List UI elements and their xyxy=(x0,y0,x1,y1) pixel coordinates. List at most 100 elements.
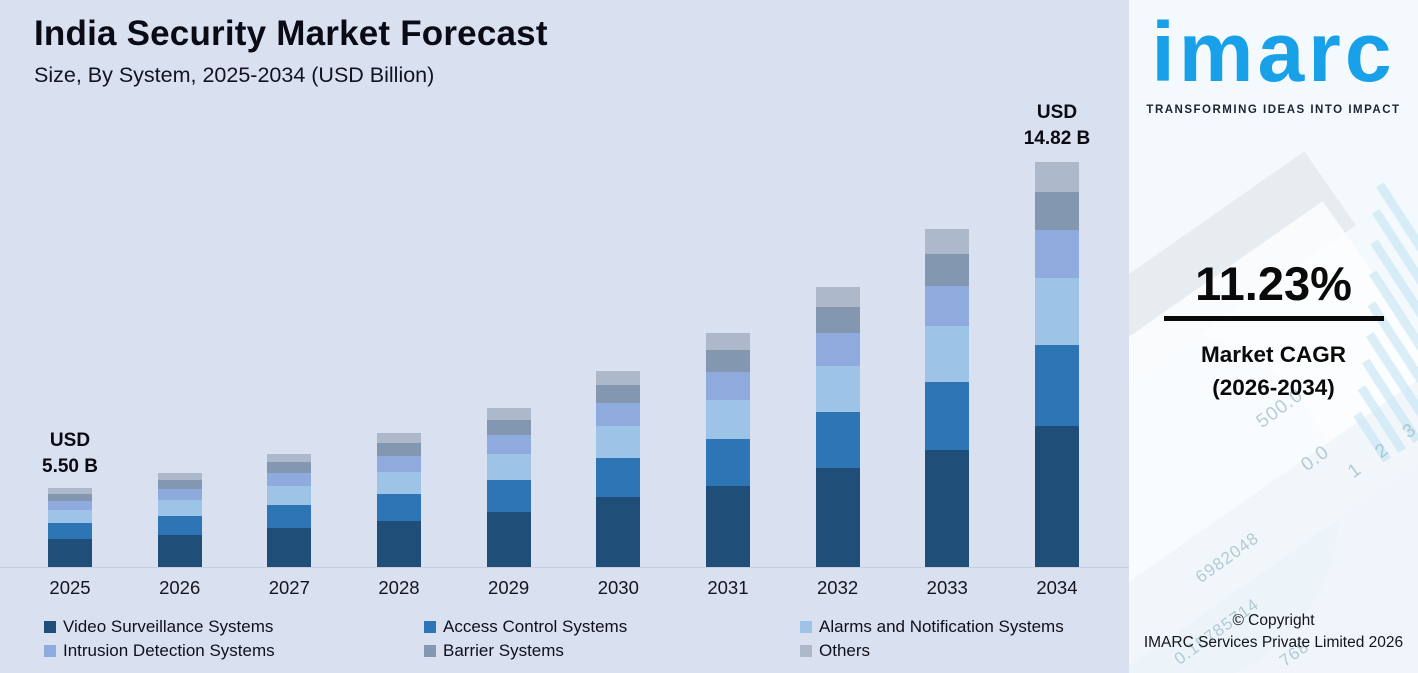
segment-intrusion-detection-systems-2029 xyxy=(486,435,531,454)
legend-item-access-control-systems: Access Control Systems xyxy=(424,617,800,637)
legend-swatch-barrier-systems xyxy=(424,645,436,657)
bar-2028 xyxy=(376,433,421,567)
segment-others-2032 xyxy=(815,287,860,307)
segment-video-surveillance-systems-2026 xyxy=(157,535,202,567)
value-label-2025-line2: 5.50 B xyxy=(42,456,98,477)
segment-video-surveillance-systems-2034 xyxy=(1034,426,1079,567)
segment-access-control-systems-2031 xyxy=(705,439,750,486)
x-axis-line xyxy=(0,567,1129,568)
segment-alarms-and-notification-systems-2029 xyxy=(486,454,531,480)
legend-item-others: Others xyxy=(800,641,1064,661)
value-label-2034-line2: 14.82 B xyxy=(1023,128,1091,149)
value-label-2025-line1: USD xyxy=(49,430,91,451)
page-subtitle: Size, By System, 2025-2034 (USD Billion) xyxy=(34,63,435,87)
cagr-label: Market CAGR (2026-2034) xyxy=(1129,338,1418,404)
x-tick-2031: 2031 xyxy=(707,577,749,598)
segment-others-2030 xyxy=(596,371,641,385)
legend-label: Video Surveillance Systems xyxy=(63,617,274,636)
plot-bars xyxy=(48,0,1079,567)
bar-2034 xyxy=(1034,162,1079,567)
segment-barrier-systems-2030 xyxy=(596,385,641,403)
segment-others-2033 xyxy=(925,229,970,254)
segment-barrier-systems-2027 xyxy=(267,462,312,473)
segment-intrusion-detection-systems-2028 xyxy=(376,456,421,472)
segment-barrier-systems-2029 xyxy=(486,420,531,435)
segment-access-control-systems-2027 xyxy=(267,505,312,528)
segment-alarms-and-notification-systems-2031 xyxy=(705,400,750,439)
value-label-2034: USD 14.82 B xyxy=(1024,100,1091,152)
legend-swatch-others xyxy=(800,645,812,657)
x-tick-2026: 2026 xyxy=(159,577,201,598)
segment-intrusion-detection-systems-2034 xyxy=(1034,230,1079,278)
copyright-line1: © Copyright xyxy=(1232,612,1315,629)
x-tick-2029: 2029 xyxy=(488,577,530,598)
segment-intrusion-detection-systems-2026 xyxy=(157,489,202,500)
legend-label: Others xyxy=(819,641,871,660)
bar-2030 xyxy=(596,371,641,567)
bar-2032 xyxy=(815,287,860,567)
segment-access-control-systems-2026 xyxy=(157,516,202,535)
segment-others-2026 xyxy=(157,473,202,480)
segment-video-surveillance-systems-2031 xyxy=(705,486,750,567)
segment-alarms-and-notification-systems-2026 xyxy=(157,500,202,516)
legend-swatch-alarms-and-notification-systems xyxy=(800,621,812,633)
segment-intrusion-detection-systems-2025 xyxy=(48,501,92,510)
segment-video-surveillance-systems-2030 xyxy=(596,497,641,567)
segment-access-control-systems-2030 xyxy=(596,458,641,497)
segment-barrier-systems-2028 xyxy=(376,443,421,456)
segment-alarms-and-notification-systems-2027 xyxy=(267,486,312,505)
legend-item-alarms-and-notification-systems: Alarms and Notification Systems xyxy=(800,617,1064,637)
segment-others-2027 xyxy=(267,454,312,462)
cagr-value: 11.23% xyxy=(1195,257,1352,310)
segment-intrusion-detection-systems-2033 xyxy=(925,286,970,326)
x-tick-2032: 2032 xyxy=(817,577,859,598)
segment-alarms-and-notification-systems-2028 xyxy=(376,472,421,494)
segment-access-control-systems-2025 xyxy=(48,523,92,539)
legend-item-intrusion-detection-systems: Intrusion Detection Systems xyxy=(44,641,424,661)
segment-others-2028 xyxy=(376,433,421,443)
segment-access-control-systems-2028 xyxy=(376,494,421,521)
segment-others-2031 xyxy=(705,333,750,350)
page-title: India Security Market Forecast xyxy=(34,14,548,53)
segment-barrier-systems-2033 xyxy=(925,254,970,286)
segment-intrusion-detection-systems-2031 xyxy=(705,372,750,400)
value-label-2025: USD 5.50 B xyxy=(42,428,98,480)
imarc-tagline: TRANSFORMING IDEAS INTO IMPACT xyxy=(1146,104,1401,116)
x-tick-2033: 2033 xyxy=(926,577,968,598)
cagr-label-line1: Market CAGR xyxy=(1200,342,1347,367)
cagr-underline xyxy=(1163,316,1384,321)
segment-intrusion-detection-systems-2027 xyxy=(267,473,312,486)
segment-barrier-systems-2032 xyxy=(815,307,860,333)
x-tick-2028: 2028 xyxy=(378,577,420,598)
copyright: © Copyright IMARC Services Private Limit… xyxy=(1129,610,1418,653)
segment-access-control-systems-2034 xyxy=(1034,345,1079,426)
bar-2033 xyxy=(925,229,970,567)
segment-others-2025 xyxy=(48,488,92,494)
bar-2031 xyxy=(705,333,750,567)
legend-swatch-access-control-systems xyxy=(424,621,436,633)
segment-video-surveillance-systems-2033 xyxy=(925,450,970,567)
segment-alarms-and-notification-systems-2025 xyxy=(48,510,92,523)
segment-video-surveillance-systems-2029 xyxy=(486,512,531,567)
legend-swatch-video-surveillance-systems xyxy=(44,621,56,633)
segment-video-surveillance-systems-2025 xyxy=(48,539,92,567)
brand-sidebar: 500.0 0.0 1 2 3 4 6982048 0.15785714 768… xyxy=(1129,0,1418,673)
segment-video-surveillance-systems-2032 xyxy=(815,468,860,567)
segment-others-2029 xyxy=(486,408,531,420)
segment-alarms-and-notification-systems-2033 xyxy=(925,326,970,382)
x-tick-2025: 2025 xyxy=(49,577,91,598)
segment-others-2034 xyxy=(1034,162,1079,192)
bar-2027 xyxy=(267,454,312,567)
cagr-label-line2: (2026-2034) xyxy=(1212,375,1335,400)
legend-label: Intrusion Detection Systems xyxy=(63,641,275,660)
copyright-line2: IMARC Services Private Limited 2026 xyxy=(1143,633,1404,651)
segment-barrier-systems-2026 xyxy=(157,480,202,489)
legend-label: Alarms and Notification Systems xyxy=(819,617,1064,636)
segment-alarms-and-notification-systems-2032 xyxy=(815,366,860,412)
segment-video-surveillance-systems-2028 xyxy=(376,521,421,567)
value-label-2034-line1: USD xyxy=(1036,102,1078,123)
segment-access-control-systems-2033 xyxy=(925,382,970,450)
segment-alarms-and-notification-systems-2034 xyxy=(1034,278,1079,345)
segment-alarms-and-notification-systems-2030 xyxy=(596,426,641,458)
x-tick-2027: 2027 xyxy=(268,577,310,598)
